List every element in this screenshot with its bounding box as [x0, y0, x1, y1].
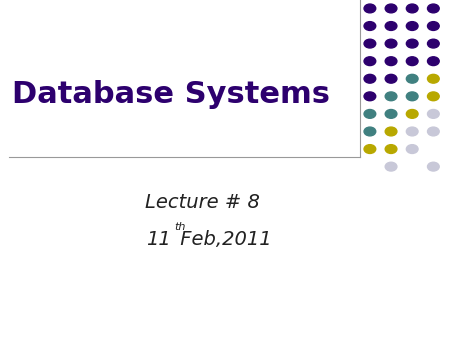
Text: Feb,2011: Feb,2011 — [174, 230, 272, 249]
Circle shape — [428, 22, 439, 30]
Circle shape — [428, 57, 439, 66]
Circle shape — [406, 4, 418, 13]
Circle shape — [428, 127, 439, 136]
Circle shape — [385, 22, 397, 30]
Circle shape — [406, 92, 418, 101]
Circle shape — [364, 39, 376, 48]
Circle shape — [385, 4, 397, 13]
Circle shape — [406, 57, 418, 66]
Circle shape — [406, 74, 418, 83]
Circle shape — [385, 110, 397, 118]
Text: th: th — [174, 222, 185, 232]
Circle shape — [406, 127, 418, 136]
Circle shape — [364, 4, 376, 13]
Text: Database Systems: Database Systems — [12, 80, 330, 109]
Circle shape — [364, 92, 376, 101]
Circle shape — [385, 162, 397, 171]
Circle shape — [385, 145, 397, 153]
Circle shape — [428, 110, 439, 118]
Circle shape — [385, 57, 397, 66]
Circle shape — [364, 57, 376, 66]
Circle shape — [428, 74, 439, 83]
Text: Lecture # 8: Lecture # 8 — [145, 193, 260, 212]
Circle shape — [406, 22, 418, 30]
Circle shape — [428, 92, 439, 101]
Circle shape — [385, 127, 397, 136]
Circle shape — [385, 39, 397, 48]
Circle shape — [406, 110, 418, 118]
Text: 11: 11 — [146, 230, 171, 249]
Circle shape — [364, 74, 376, 83]
Circle shape — [406, 39, 418, 48]
Circle shape — [428, 39, 439, 48]
Circle shape — [428, 162, 439, 171]
Circle shape — [428, 4, 439, 13]
Circle shape — [385, 92, 397, 101]
Circle shape — [364, 22, 376, 30]
Circle shape — [364, 145, 376, 153]
Circle shape — [406, 145, 418, 153]
Circle shape — [364, 127, 376, 136]
Circle shape — [364, 110, 376, 118]
Circle shape — [385, 74, 397, 83]
